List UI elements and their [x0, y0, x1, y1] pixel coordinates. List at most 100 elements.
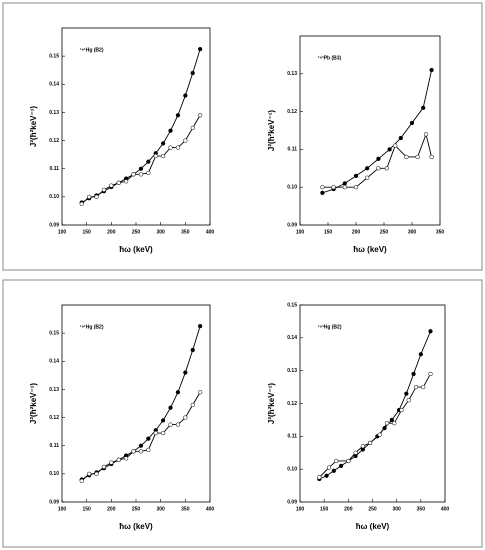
y-tick-label: 0.12 [49, 138, 59, 144]
data-point [160, 430, 166, 436]
data-point [331, 468, 336, 473]
data-point [346, 458, 351, 464]
y-tick-label: 0.09 [287, 222, 297, 228]
data-point [109, 183, 114, 188]
y-tick-label: 0.11 [288, 147, 298, 153]
data-point [393, 143, 398, 148]
plot-frame [299, 304, 446, 503]
data-point [421, 384, 426, 390]
y-axis-label: J²(ħ²keV⁻¹) [267, 383, 276, 424]
series-line [319, 331, 431, 480]
x-tick-label: 350 [181, 506, 190, 512]
data-point [342, 185, 347, 190]
x-tick-label: 150 [320, 506, 329, 512]
x-tick-label: 400 [441, 506, 450, 512]
y-tick-label: 0.15 [287, 302, 297, 308]
data-point [365, 175, 370, 180]
data-point [116, 457, 121, 462]
data-point [160, 153, 166, 159]
y-tick-label: 0.10 [287, 185, 297, 191]
y-tick-label: 0.11 [50, 166, 60, 172]
panel-frame [2, 2, 483, 271]
data-point [197, 113, 203, 118]
y-tick-label: 0.15 [49, 330, 59, 336]
data-point [175, 390, 181, 395]
series-line [322, 132, 433, 188]
data-point [331, 185, 336, 190]
x-tick-label: 150 [82, 506, 91, 512]
x-tick-label: 250 [132, 229, 141, 235]
annotation: ¹⁹¹Hg (B2) [80, 324, 104, 330]
y-tick-label: 0.14 [49, 82, 59, 88]
data-point [109, 460, 114, 465]
data-point [190, 347, 195, 353]
data-point [428, 371, 433, 377]
x-tick-label: 200 [352, 229, 361, 235]
data-point [123, 179, 129, 184]
series-line [81, 325, 201, 480]
y-tick-label: 0.11 [288, 434, 298, 440]
data-point [146, 436, 151, 441]
annotation: ¹⁹³Pb (B3) [318, 55, 342, 61]
data-point [138, 172, 144, 177]
data-point [116, 180, 121, 185]
x-tick-label: 100 [296, 506, 305, 512]
plot-frame [61, 304, 211, 503]
x-axis-label: ħω (keV) [119, 245, 153, 254]
data-point [94, 471, 99, 477]
data-point [197, 390, 203, 395]
data-point [406, 398, 411, 403]
data-point [384, 166, 389, 171]
data-point [146, 159, 151, 164]
x-axis-label: ħω (keV) [356, 522, 390, 531]
data-point [190, 402, 195, 408]
y-tick-label: 0.13 [49, 387, 59, 393]
series-line [81, 392, 201, 482]
y-tick-label: 0.13 [49, 110, 59, 116]
x-tick-label: 350 [181, 229, 190, 235]
y-tick-label: 0.10 [287, 466, 297, 472]
data-point [153, 153, 158, 159]
data-point [387, 147, 392, 152]
x-tick-label: 150 [82, 229, 91, 235]
x-tick-label: 400 [206, 229, 215, 235]
annotation: ¹⁹¹Hg (B2) [80, 47, 104, 53]
data-point [146, 170, 151, 176]
x-tick-label: 250 [368, 506, 377, 512]
y-axis-label: J²(ħ²keV⁻¹) [29, 383, 38, 424]
y-tick-label: 0.14 [49, 359, 59, 365]
data-point [153, 430, 158, 436]
data-point [428, 329, 433, 334]
data-point [183, 138, 188, 143]
data-point [160, 418, 166, 423]
data-point [404, 391, 409, 396]
y-tick-label: 0.14 [287, 335, 297, 341]
data-point [183, 415, 188, 420]
data-point [389, 417, 394, 423]
y-tick-label: 0.12 [49, 415, 59, 421]
data-point [168, 405, 173, 410]
data-point [376, 156, 381, 162]
x-tick-label: 250 [132, 506, 141, 512]
data-point [138, 443, 144, 448]
series-line [81, 115, 201, 205]
data-point [326, 465, 332, 470]
series-line [81, 48, 201, 203]
y-tick-label: 0.13 [287, 71, 297, 77]
y-tick-label: 0.13 [287, 368, 297, 374]
x-tick-label: 150 [324, 229, 333, 235]
data-point [101, 464, 107, 469]
data-point [79, 201, 84, 207]
x-tick-label: 200 [107, 229, 116, 235]
data-point [175, 145, 181, 150]
y-tick-label: 0.11 [50, 443, 60, 449]
data-point [197, 323, 203, 329]
data-point [334, 458, 339, 464]
data-point [317, 475, 322, 480]
x-axis-label: ħω (keV) [353, 245, 387, 254]
data-point [160, 141, 166, 146]
x-tick-label: 300 [156, 506, 165, 512]
data-point [415, 154, 420, 160]
plot-frame [61, 27, 211, 226]
